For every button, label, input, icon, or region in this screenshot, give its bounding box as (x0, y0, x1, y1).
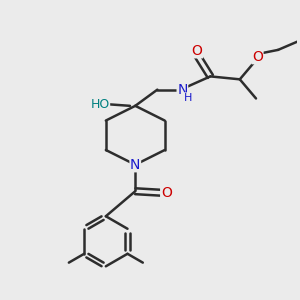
Text: N: N (177, 82, 188, 97)
Text: O: O (252, 50, 263, 64)
Text: H: H (184, 93, 192, 103)
Text: N: N (130, 158, 140, 172)
Text: O: O (192, 44, 203, 58)
Text: O: O (161, 186, 172, 200)
Text: HO: HO (90, 98, 110, 111)
